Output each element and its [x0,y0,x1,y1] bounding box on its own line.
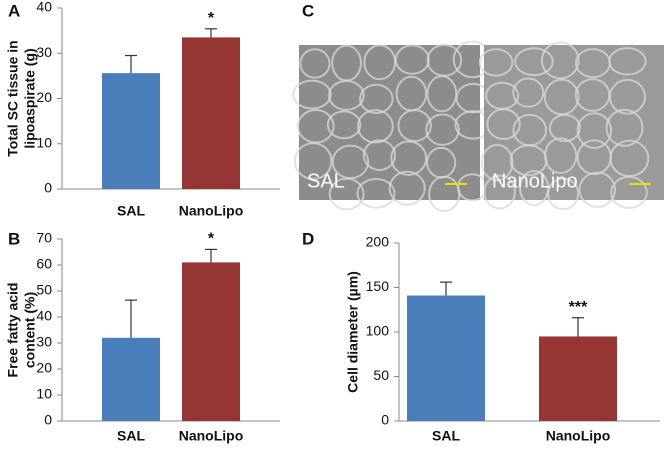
y-tick-label: 40 [36,0,52,15]
y-tick-label: 200 [366,234,390,250]
y-axis-label: Cell diameter (µm) [345,271,361,393]
bar [182,37,240,189]
micrograph: SAL [292,40,493,213]
cell-outline [578,171,617,208]
cell-outline [397,109,432,143]
micrograph: NanoLipo [478,41,664,211]
y-tick-label: 10 [36,386,52,402]
cell-outline [362,139,397,171]
cell-outline [547,177,580,211]
bar [182,262,240,421]
cell-outline [514,47,554,77]
significance: *** [569,299,588,316]
cell-outline [480,143,514,182]
cell-outline [299,48,331,79]
y-tick-label: 100 [366,323,390,339]
cell-outline [512,77,545,108]
y-tick-label: 60 [36,256,52,272]
bar [102,73,160,189]
cell-outline [605,108,644,147]
x-tick-label: NanoLipo [179,428,244,444]
significance: * [208,231,215,248]
cell-outline [483,174,516,210]
cell-outline [394,44,430,75]
y-axis-label: content (%) [22,292,38,368]
panel-label: B [8,229,20,248]
panel-label: C [302,1,314,20]
bar [539,336,617,421]
x-tick-label: SAL [432,428,460,444]
y-tick-label: 50 [36,282,52,298]
cell-outline [608,78,646,115]
cell-outline [356,178,396,209]
cell-outline [293,142,333,180]
y-tick-label: 50 [373,367,389,383]
cell-outline [326,110,362,140]
cell-outline [425,113,460,146]
cell-outline [608,47,647,76]
y-tick-label: 0 [44,412,52,428]
cell-outline [478,48,514,77]
y-tick-label: 20 [36,89,52,105]
y-tick-label: 40 [36,308,52,324]
cell-outline [292,79,332,110]
cell-outline [610,175,648,209]
y-tick-label: 30 [36,44,52,60]
y-tick-label: 0 [44,180,52,196]
y-tick-label: 0 [381,412,389,428]
cell-outline [327,79,365,111]
cell-outline [486,108,521,140]
y-tick-label: 150 [366,278,390,294]
bar [407,295,485,421]
cell-outline [519,169,550,207]
cell-outline [356,109,394,144]
cell-outline [543,137,578,175]
cell-outline [388,170,426,206]
cell-outline [548,113,581,143]
cell-outline [540,41,580,80]
panel-label: A [8,1,20,20]
x-tick-label: NanoLipo [179,203,244,219]
bar [102,337,160,421]
cell-outline [390,140,428,176]
y-tick-label: 70 [36,230,52,246]
x-tick-label: SAL [117,428,145,444]
y-tick-label: 20 [36,360,52,376]
y-axis-label: Free fatty acid [5,283,21,378]
cell-outline [328,177,365,211]
y-axis-label: Total SC tissue in [5,40,21,156]
cell-outline [576,112,613,149]
image-label: SAL [307,170,345,192]
x-tick-label: SAL [117,203,145,219]
y-axis-label: lipoaspirate (g) [22,48,38,148]
cell-outline [359,83,394,115]
significance: * [208,10,215,27]
y-tick-label: 10 [36,134,52,150]
panel-label: D [302,229,314,248]
x-tick-label: NanoLipo [546,428,611,444]
image-label: NanoLipo [492,170,578,192]
y-tick-label: 30 [36,334,52,350]
